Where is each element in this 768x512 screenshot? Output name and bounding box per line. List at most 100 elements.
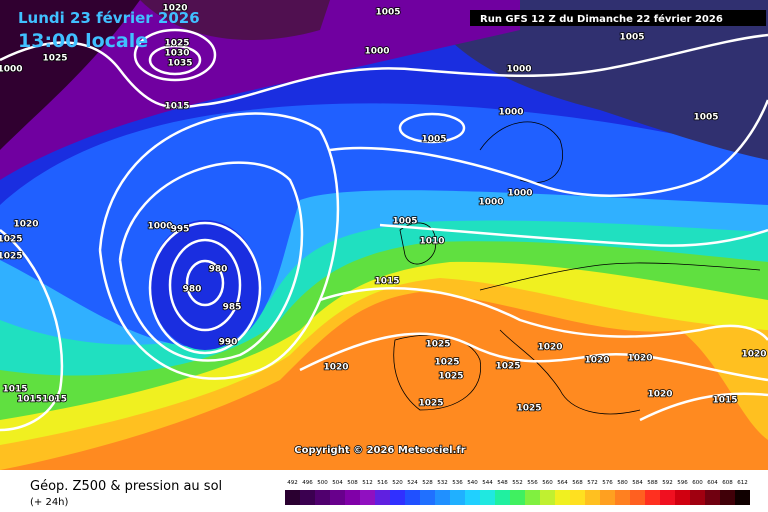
copyright: Copyright © 2026 Meteociel.fr (294, 445, 465, 456)
isobar-label: 1000 (506, 65, 531, 75)
legend-label: 588 (647, 480, 658, 486)
legend-label: 512 (362, 480, 373, 486)
legend-label: 520 (392, 480, 403, 486)
isobar-label: 1020 (647, 390, 672, 400)
legend-swatch (465, 490, 480, 505)
legend-swatch (675, 490, 690, 505)
legend-swatch (360, 490, 375, 505)
isobar-label: 1005 (375, 8, 400, 18)
legend-swatch (405, 490, 420, 505)
legend-swatch (450, 490, 465, 505)
isobar-label: 1000 (0, 65, 23, 75)
isobar-label: 985 (223, 303, 242, 313)
legend-swatch (510, 490, 525, 505)
isobar-label: 1025 (42, 54, 67, 64)
run-box (470, 10, 766, 26)
field-purple (0, 0, 520, 180)
legend-swatch (375, 490, 390, 505)
isobar-label: 1025 (516, 404, 541, 414)
isobar-label: 1020 (323, 363, 348, 373)
isobar-label: 1015 (374, 277, 399, 287)
isobars (0, 28, 768, 432)
isobar-label: 1025 (425, 340, 450, 350)
legend-swatch (690, 490, 705, 505)
legend-label: 496 (302, 480, 313, 486)
legend-swatch (285, 490, 300, 505)
field-darkpurple (140, 0, 330, 40)
legend-label: 508 (347, 480, 358, 486)
legend-swatch (720, 490, 735, 505)
legend-swatch (345, 490, 360, 505)
legend-label: 604 (707, 480, 718, 486)
legend-label: 528 (422, 480, 433, 486)
legend-swatch (555, 490, 570, 505)
isobar-label: 990 (219, 338, 238, 348)
isobar-label: 1020 (741, 350, 766, 360)
isobar-label: 1015 (2, 385, 27, 395)
isobar-label: 1020 (627, 354, 652, 364)
legend-label: 532 (437, 480, 448, 486)
legend-label: 548 (497, 480, 508, 486)
date: Lundi 23 février 2026 (18, 9, 200, 27)
legend-swatch (390, 490, 405, 505)
isobar-label: 10151015 (17, 395, 67, 405)
isobar-label: 1000 (478, 198, 503, 208)
legend-label: 568 (572, 480, 583, 486)
local-time: 13:00 locale (18, 30, 148, 52)
isobar-label: 1025 (164, 39, 189, 49)
legend-label: 560 (542, 480, 553, 486)
legend-label: 584 (632, 480, 643, 486)
legend-label: 556 (527, 480, 538, 486)
legend-label: 552 (512, 480, 523, 486)
legend-swatch (525, 490, 540, 505)
legend-swatch (615, 490, 630, 505)
isobar-label: 1025 (418, 399, 443, 409)
legend-swatch (540, 490, 555, 505)
isobar-label: 1010 (419, 237, 444, 247)
legend-label: 492 (287, 480, 298, 486)
isobar-label: 1005 (619, 33, 644, 43)
isobar-label: 1005 (392, 217, 417, 227)
legend-swatch (495, 490, 510, 505)
isobar-label: 1000 (364, 47, 389, 57)
legend-label: 516 (377, 480, 388, 486)
legend-swatch (570, 490, 585, 505)
isobar-label: 1020 (584, 356, 609, 366)
legend-label: 592 (662, 480, 673, 486)
legend-label: 500 (317, 480, 328, 486)
legend-label: 564 (557, 480, 568, 486)
legend-label: 612 (737, 480, 748, 486)
legend-swatch (645, 490, 660, 505)
legend-label: 572 (587, 480, 598, 486)
isobar-label: 1015 (164, 102, 189, 112)
isobar-label: 1025 (434, 358, 459, 368)
legend-label: 576 (602, 480, 613, 486)
field-black (0, 0, 140, 150)
legend-swatch (435, 490, 450, 505)
isobar-label: 1025 (0, 235, 23, 245)
isobar-label: 1005 (693, 113, 718, 123)
isobar-label: 1035 (167, 59, 192, 69)
isobar-label: 980 (183, 285, 202, 295)
legend-swatch (660, 490, 675, 505)
legend-swatch (420, 490, 435, 505)
legend-label: 580 (617, 480, 628, 486)
isobar-label: 1020 (537, 343, 562, 353)
legend-swatch (705, 490, 720, 505)
legend-swatch (735, 490, 750, 505)
isobar-label: 1025 (495, 362, 520, 372)
isobar-label: 1015 (712, 396, 737, 406)
legend-label: 504 (332, 480, 343, 486)
isobar-label: 1025 (438, 372, 463, 382)
legend-swatch (330, 490, 345, 505)
isobar-label: 995 (171, 225, 190, 235)
run-info: Run GFS 12 Z du Dimanche 22 février 2026 (480, 13, 723, 25)
legend-label: 608 (722, 480, 733, 486)
legend-label: 544 (482, 480, 493, 486)
legend-label: 524 (407, 480, 418, 486)
legend-swatch (630, 490, 645, 505)
map (0, 0, 768, 470)
isobar-label: 1020 (162, 4, 187, 14)
isobar-label: 1030 (164, 49, 189, 59)
footer-title: Géop. Z500 & pression au sol (30, 479, 222, 494)
